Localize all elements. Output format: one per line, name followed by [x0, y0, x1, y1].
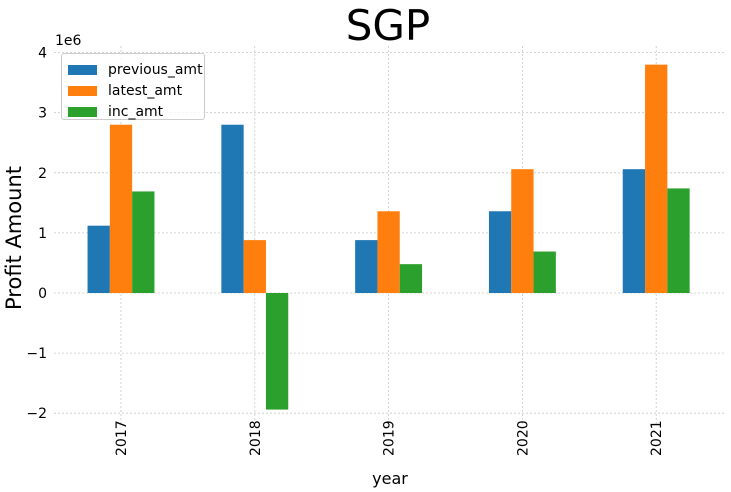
x-tick-label: 2018 — [248, 420, 264, 456]
bar-previous-amt-2021 — [622, 169, 646, 293]
bar-inc-amt-2021 — [667, 188, 690, 293]
legend-label: previous_amt — [108, 61, 203, 78]
bar-inc-amt-2017 — [132, 191, 155, 293]
y-axis-label: Profit Amount — [2, 166, 26, 310]
y-tick-label: 4 — [38, 46, 47, 62]
legend-swatch — [68, 106, 97, 117]
bar-previous-amt-2020 — [488, 211, 512, 293]
bar-inc-amt-2020 — [533, 251, 556, 293]
legend-item-inc-amt: inc_amt — [68, 101, 204, 122]
legend-swatch — [68, 64, 97, 75]
x-tick-labels: 2017 2018 2019 2020 2021 — [114, 420, 665, 456]
y-tick-labels: −2 −1 0 1 2 3 4 — [26, 46, 47, 423]
legend-swatch — [68, 85, 97, 96]
bar-latest-amt-2019 — [377, 211, 400, 293]
bar-latest-amt-2021 — [645, 64, 668, 294]
chart-title: SGP — [346, 1, 431, 50]
y-tick-label: 1 — [38, 226, 47, 242]
legend-label: inc_amt — [108, 103, 164, 120]
y-tick-label: 2 — [38, 166, 47, 182]
x-axis-label: year — [372, 469, 408, 488]
bar-previous-amt-2018 — [221, 124, 244, 293]
bars — [87, 64, 690, 410]
x-tick-label: 2019 — [382, 420, 398, 456]
bar-previous-amt-2017 — [87, 225, 110, 293]
legend-item-latest-amt: latest_amt — [68, 80, 204, 101]
legend-item-previous-amt: previous_amt — [68, 59, 204, 80]
y-offset-text: 1e6 — [55, 33, 82, 49]
bar-inc-amt-2018 — [265, 293, 289, 410]
bar-latest-amt-2020 — [511, 169, 534, 293]
legend-label: latest_amt — [108, 82, 183, 99]
x-tick-label: 2017 — [114, 420, 130, 456]
x-tick-label: 2021 — [649, 420, 665, 456]
bar-inc-amt-2019 — [399, 264, 423, 293]
legend: previous_amt latest_amt inc_amt — [61, 53, 205, 120]
bar-latest-amt-2018 — [243, 240, 266, 293]
bar-previous-amt-2019 — [355, 240, 378, 293]
y-tick-label: 3 — [38, 106, 47, 122]
y-tick-label: −2 — [26, 406, 47, 422]
x-tick-label: 2020 — [515, 420, 531, 456]
bar-latest-amt-2017 — [109, 124, 133, 293]
y-tick-label: −1 — [26, 346, 47, 362]
y-tick-label: 0 — [38, 286, 47, 302]
